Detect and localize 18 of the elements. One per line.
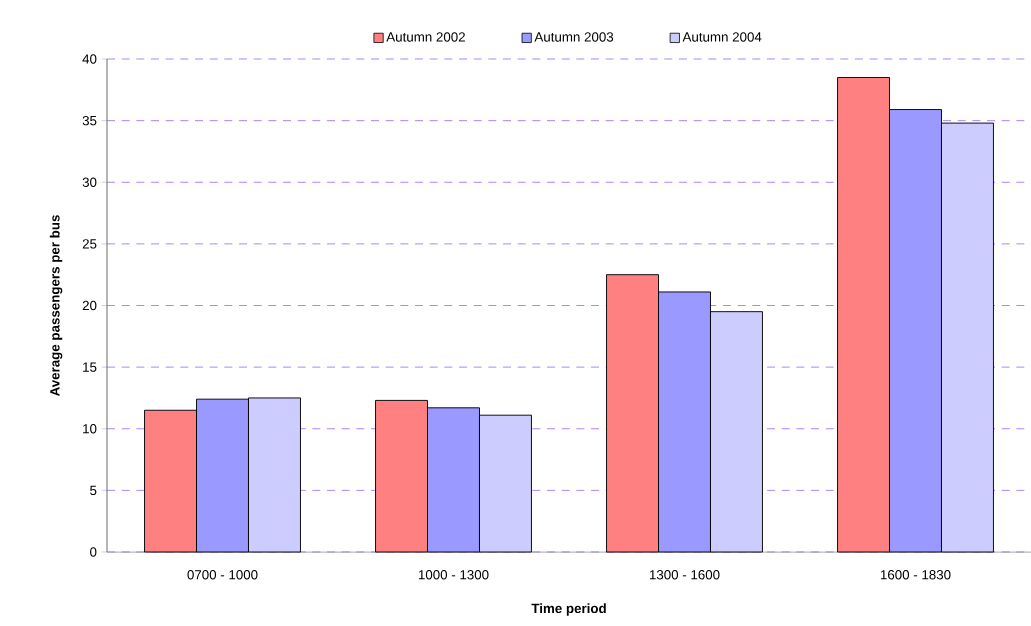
x-tick-label: 1600 - 1830 (880, 570, 951, 580)
legend-label: Autumn 2004 (682, 32, 762, 42)
y-tick-label: 35 (82, 115, 97, 126)
y-tick-label: 40 (82, 54, 97, 64)
legend-label: Autumn 2002 (386, 32, 465, 42)
y-tick-label: 15 (83, 362, 97, 372)
y-tick-label: 25 (82, 239, 97, 249)
y-tick-label: 10 (83, 424, 97, 434)
y-tick-label: 30 (82, 177, 97, 187)
y-tick-label: 0 (90, 547, 97, 557)
y-axis-title: Average passengers per bus (49, 215, 63, 397)
x-tick-label: 1300 - 1600 (649, 570, 720, 580)
x-tick-label: 1000 - 1300 (418, 570, 489, 580)
x-axis-title: Time period (531, 603, 606, 616)
y-tick-label: 20 (82, 300, 97, 311)
legend-label: Autumn 2003 (534, 32, 614, 42)
x-tick-label: 0700 - 1000 (187, 570, 258, 580)
y-tick-label: 5 (90, 485, 97, 496)
